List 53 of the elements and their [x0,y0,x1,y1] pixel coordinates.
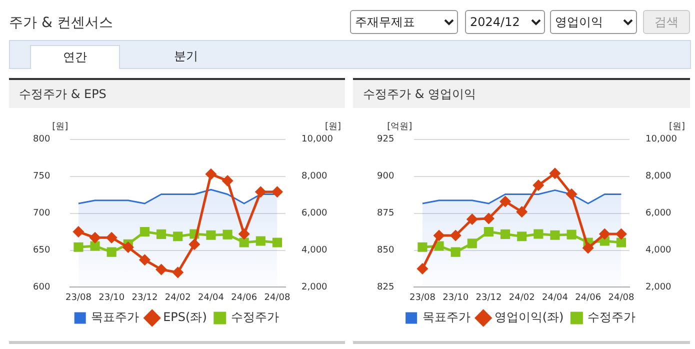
chart-title: 수정주가 & 영업이익 [353,80,690,108]
x-tick-label: 23/08 [409,292,436,303]
legend-label: 목표주가 [422,310,470,324]
x-tick-label: 23/10 [442,292,469,303]
text: 주재무제표 [350,10,458,34]
x-tick-label: 24/04 [198,292,224,303]
chart-title: 수정주가 & EPS [9,80,345,108]
y-tick-label: 850 [376,246,394,256]
text: 분기 [173,48,199,65]
x-tick-label: 23/12 [132,292,158,303]
y2-tick-label: 10,000 [646,134,678,145]
legend-label: 영업이익(좌) [494,310,564,324]
y-tick-label: 800 [32,134,50,145]
x-tick-label: 23/08 [65,292,92,303]
y2-tick-label: 2,000 [646,282,672,293]
text: 주가 & 컨센서스 [9,14,113,32]
x-tick-label: 24/04 [542,292,568,303]
y-tick-label: 750 [32,172,50,182]
y2-tick-label: 4,000 [646,246,672,256]
text: 2024/12 [465,10,545,34]
x-tick-label: 24/06 [575,292,602,303]
y2-tick-label: 6,000 [302,208,328,219]
y-axis-title: [억원] [387,122,412,132]
legend-label: 목표주가 [91,310,140,324]
text: 영업이익 [550,10,637,34]
x-tick-label: 23/10 [98,292,125,303]
legend-label: EPS(좌) [163,310,207,324]
x-tick-label: 24/02 [508,292,535,303]
y-axis-title: [원] [52,122,68,132]
y-tick-label: 700 [32,208,50,219]
legend-label: 수정주가 [588,310,636,324]
y-tick-label: 875 [376,208,394,219]
x-tick-label: 24/06 [231,292,258,303]
x-tick-label: 24/08 [608,292,634,303]
y-tick-label: 650 [32,246,50,256]
x-tick-label: 24/08 [264,292,290,303]
y-tick-label: 825 [376,282,394,293]
x-tick-label: 23/12 [476,292,502,303]
y-tick-label: 925 [376,134,394,145]
legend-label: 수정주가 [230,310,279,324]
x-tick-label: 24/02 [164,292,191,303]
y-tick-label: 900 [376,172,394,182]
y2-tick-label: 10,000 [302,134,334,145]
y2-tick-label: 2,000 [302,282,328,293]
y2-axis-title: [원] [324,122,341,132]
text: 연간 [30,45,120,69]
y2-tick-label: 6,000 [646,208,672,219]
y2-tick-label: 8,000 [302,172,328,182]
y2-axis-title: [원] [668,122,685,132]
y-tick-label: 600 [32,282,50,293]
y2-tick-label: 8,000 [646,172,672,182]
text: 검색 [643,10,690,34]
y2-tick-label: 4,000 [302,246,328,256]
